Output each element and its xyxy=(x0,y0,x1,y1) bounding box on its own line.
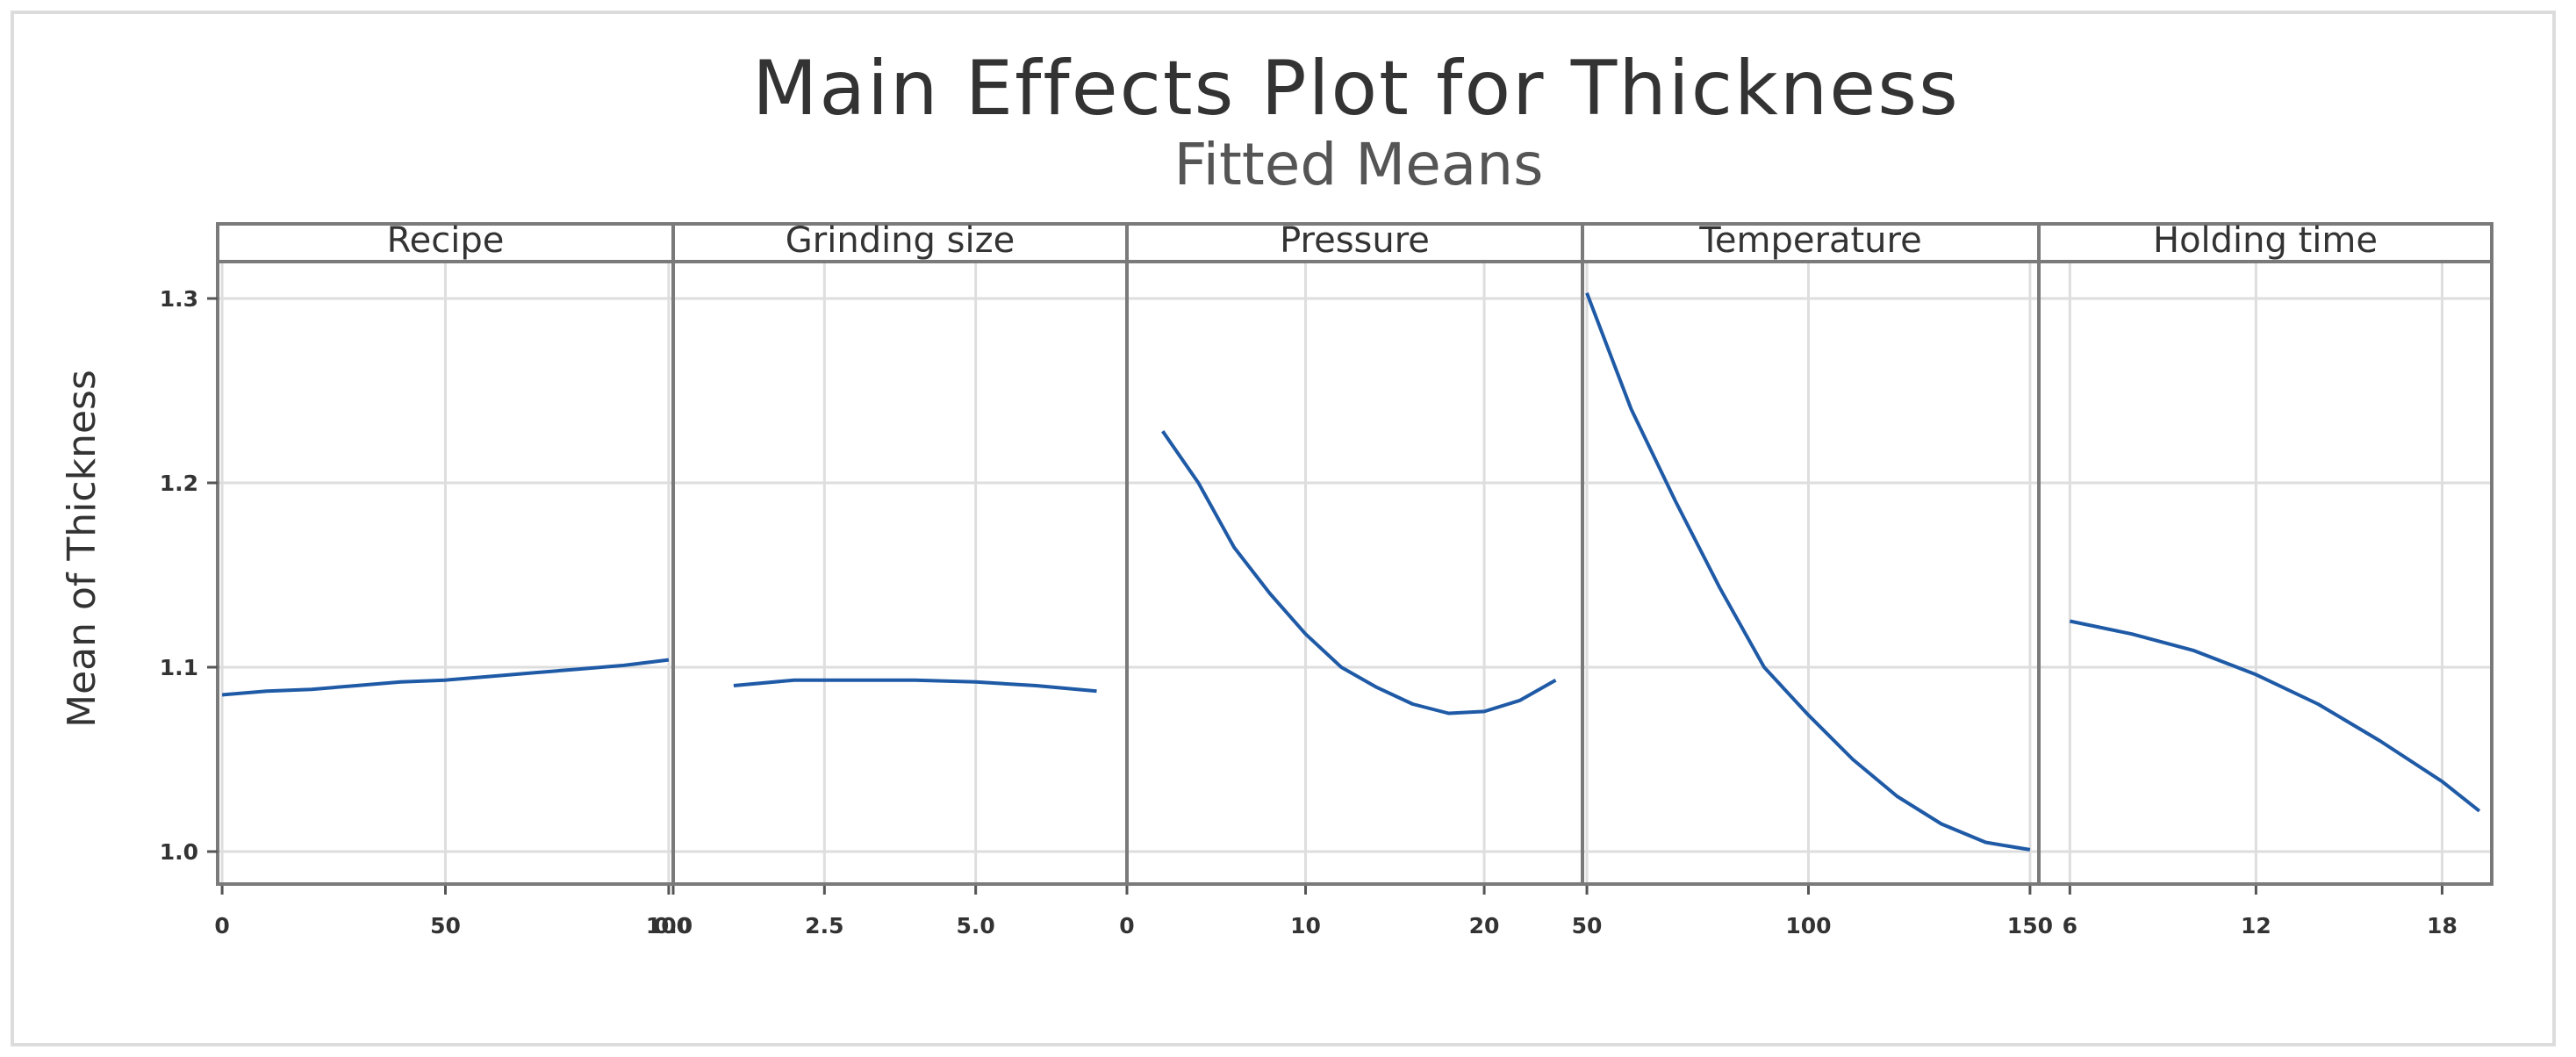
panel-holding-time: 6 12 18 Holding time xyxy=(2037,220,2493,938)
panel-border xyxy=(1125,260,1584,886)
chart-subtitle: Fitted Means xyxy=(1174,131,1544,198)
y-tick-label: 1.1 xyxy=(160,655,198,680)
x-tick-label: 18 xyxy=(2427,913,2458,938)
strip-label: Temperature xyxy=(1698,220,1921,261)
strip-header xyxy=(1125,222,1584,263)
x-tick-label: 6 xyxy=(2063,913,2077,938)
x-tick-label: 12 xyxy=(2241,913,2271,938)
y-tick-label: 1.3 xyxy=(160,286,198,312)
strip-label: Holding time xyxy=(2153,220,2378,261)
x-tick-label: 150 xyxy=(2007,913,2053,938)
series-line xyxy=(733,678,1097,694)
x-tick-label: 0.0 xyxy=(654,913,692,938)
panel-temperature: 50 100 150 Temperature xyxy=(1572,220,2053,938)
strip-label: Pressure xyxy=(1280,220,1430,261)
x-tick-label: 5.0 xyxy=(957,913,995,938)
panel-border xyxy=(2037,260,2493,886)
x-tick-label: 50 xyxy=(430,913,461,938)
series-line xyxy=(1161,430,1557,715)
panel-border xyxy=(1581,260,2041,886)
strip-header xyxy=(671,222,1129,263)
chart-frame xyxy=(11,11,2556,1046)
chart-title: Main Effects Plot for Thickness xyxy=(752,45,1960,133)
series-line xyxy=(2069,619,2481,813)
panels-layer: 0 50 100 Recipe 0.0 2.5 5.0 Grinding size 0 10 20 P… xyxy=(160,220,2493,938)
x-tick-label: 2.5 xyxy=(805,913,843,938)
strip-label: Recipe xyxy=(387,220,505,261)
panel-border xyxy=(671,260,1129,886)
panel-grinding-size: 0.0 2.5 5.0 Grinding size xyxy=(654,220,1129,938)
y-tick-label: 1.0 xyxy=(160,839,198,865)
panel-recipe: 0 50 100 Recipe xyxy=(214,220,692,938)
strip-label: Grinding size xyxy=(786,220,1015,261)
x-tick-label: 0 xyxy=(214,913,229,938)
x-tick-label: 10 xyxy=(1290,913,1321,938)
x-tick-label: 0 xyxy=(1119,913,1134,938)
strip-header xyxy=(2037,222,2493,263)
x-tick-label: 20 xyxy=(1469,913,1500,938)
y-axis-label: Mean of Thickness xyxy=(60,370,104,728)
x-tick-label: 100 xyxy=(646,913,692,938)
y-tick-label: 1.2 xyxy=(160,471,198,496)
strip-header xyxy=(1581,222,2041,263)
x-tick-label: 50 xyxy=(1572,913,1603,938)
panel-pressure: 0 10 20 Pressure xyxy=(1119,220,1584,938)
x-tick-label: 100 xyxy=(1785,913,1831,938)
